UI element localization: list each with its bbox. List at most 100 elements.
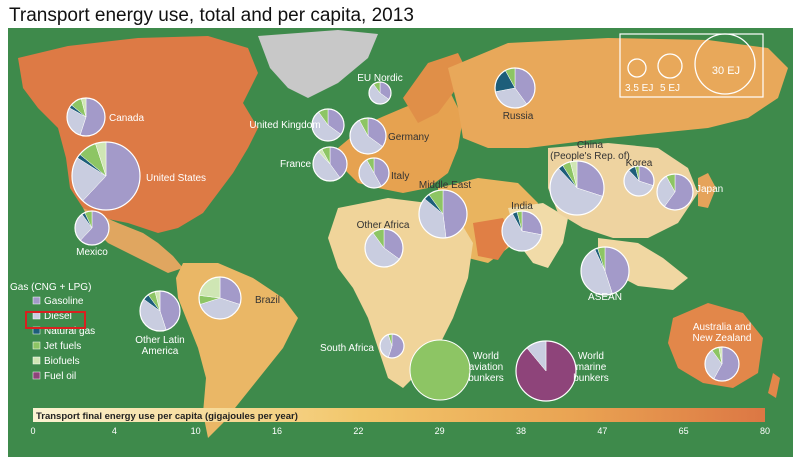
label-china-people-s-rep-of: China (People's Rep. of) [550,140,630,162]
label-russia: Russia [503,111,534,122]
fuel-legend: Gas (CNG + LPG) Gasoline Diesel Natural ga… [10,282,95,382]
diesel-highlight-box [25,311,86,329]
russia-shape [448,38,788,148]
label-middle-east: Middle East [419,180,471,191]
pie-australia-and-new-zealand [704,346,740,382]
pie-south-africa [379,333,405,359]
map-title: Transport energy use, total and per capi… [9,5,414,26]
label-brazil: Brazil [255,295,280,306]
label-united-kingdom: United Kingdom [249,120,320,131]
greenland-shape [258,30,378,98]
legend-label-natural-gas: Natural gas [44,326,95,337]
pie-other-africa [364,228,404,268]
label-asean: ASEAN [588,292,622,303]
pie-slice-jet-fuels [409,339,471,401]
map-figure: Canada United States Mexico Other Latin Amer… [8,28,793,457]
japan-shape [698,173,716,208]
legend-label-diesel: Diesel [44,311,72,322]
size-legend-label-small: 3.5 EJ [625,83,653,94]
pie-outline [358,157,390,189]
colorbar-tick-22: 22 [353,426,363,436]
label-eu-nordic: EU Nordic [357,73,403,84]
pie-other-latin-america [139,290,181,332]
label-italy: Italy [391,171,409,182]
pie-outline [71,141,141,211]
label-united-states: United States [146,173,206,184]
colorbar-tick-16: 16 [272,426,282,436]
size-legend-label-medium: 5 EJ [660,83,680,94]
pie-outline [364,228,404,268]
colorbar-gradient [33,408,765,422]
label-mexico: Mexico [76,247,108,258]
legend-header: Gas (CNG + LPG) [10,282,91,293]
size-legend-medium-circle [657,53,683,79]
pie-italy [358,157,390,189]
pie-outline [494,67,536,109]
pie-united-kingdom [311,108,345,142]
legend-swatch-jet-fuels [32,341,41,350]
pie-middle-east [418,189,468,239]
pie-germany [349,117,387,155]
colorbar: Transport final energy use per capita (g… [30,408,770,436]
pie-mexico [74,210,110,246]
pie-asean [580,246,630,296]
pie-world-marine-bunkers [515,340,577,402]
pie-eu-nordic [368,81,392,105]
pie-charts-layer [66,67,740,402]
pie-world-aviation-bunkers [409,339,471,401]
pie-outline [74,210,110,246]
pie-china-people-s-rep-of [549,160,605,216]
world-map: Canada United States Mexico Other Latin Amer… [8,28,793,457]
legend-label-fuel-oil: Fuel oil [44,371,76,382]
pie-outline [311,108,345,142]
pie-outline [623,165,655,197]
size-legend-small-circle [627,58,647,78]
pie-outline [379,333,405,359]
colorbar-tick-80: 80 [760,426,770,436]
pie-outline [656,173,694,211]
label-world-aviation-bunkers: World aviation bunkers [468,351,504,384]
new-zealand-shape [768,373,780,398]
colorbar-tick-0: 0 [30,426,35,436]
legend-swatch-biofuels [32,356,41,365]
label-korea: Korea [626,158,653,169]
pie-outline [349,117,387,155]
size-legend: 3.5 EJ 5 EJ 30 EJ [619,33,764,98]
label-japan: Japan [696,184,723,195]
pie-outline [580,246,630,296]
colorbar-tick-47: 47 [597,426,607,436]
region-labels-layer: Canada United States Mexico Other Latin Amer… [76,73,751,384]
pie-outline [418,189,468,239]
legend-label-biofuels: Biofuels [44,356,80,367]
pie-outline [515,340,577,402]
pie-russia [494,67,536,109]
pie-japan [656,173,694,211]
size-legend-label-large: 30 EJ [712,65,740,77]
legend-label-jet-fuels: Jet fuels [44,341,81,352]
pie-france [312,146,348,182]
legend-swatch-diesel [32,311,41,320]
pie-outline [139,290,181,332]
pie-outline [312,146,348,182]
label-india: India [511,201,533,212]
legend-label-gasoline: Gasoline [44,296,84,307]
asean-shape [598,238,688,290]
label-france: France [280,159,312,170]
pie-outline [66,97,106,137]
pie-korea [623,165,655,197]
label-world-marine-bunkers: World marine bunkers [573,351,609,384]
pie-outline [549,160,605,216]
pie-outline [198,276,242,320]
label-other-latin-america: Other Latin America [135,335,184,357]
label-germany: Germany [388,132,429,143]
pie-canada [66,97,106,137]
pie-united-states [71,141,141,211]
label-australia-and-new-zealand: Australia and New Zealand [693,322,752,344]
pie-india [501,210,543,252]
label-canada: Canada [109,113,144,124]
colorbar-tick-38: 38 [516,426,526,436]
legend-swatch-gasoline [32,296,41,305]
pie-outline [368,81,392,105]
colorbar-tick-4: 4 [112,426,117,436]
colorbar-tick-65: 65 [679,426,689,436]
